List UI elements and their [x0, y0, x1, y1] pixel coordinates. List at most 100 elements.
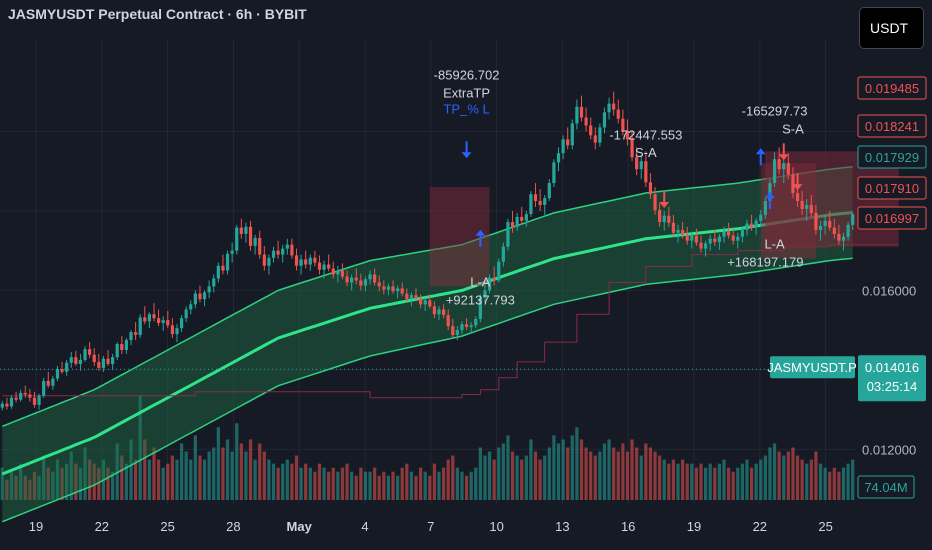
candle-body — [837, 233, 841, 241]
candle-body — [400, 288, 404, 294]
candle-body — [423, 300, 427, 305]
volume-bar — [166, 463, 170, 500]
candle-body — [23, 392, 27, 395]
volume-bar — [409, 471, 414, 500]
volume-bar — [350, 471, 354, 500]
candle-body — [662, 215, 666, 223]
arrow-head — [659, 201, 670, 208]
x-tick-label: 25 — [160, 519, 174, 534]
volume-bar — [51, 471, 55, 500]
candle-body — [745, 223, 749, 230]
volume-bar — [175, 459, 179, 500]
volume-bar — [703, 467, 708, 500]
mid-band-line — [1, 211, 853, 476]
volume-bar — [768, 447, 772, 500]
volume-bar — [345, 463, 349, 500]
volume-bar — [520, 459, 524, 500]
volume-bar — [772, 443, 777, 500]
candle-body — [37, 395, 41, 405]
candle-body — [754, 220, 758, 228]
volume-bar — [46, 467, 50, 500]
candle-body — [676, 229, 680, 233]
signal-label: +92137.793 — [446, 292, 515, 307]
candle-body — [0, 403, 4, 408]
candle-body — [152, 314, 156, 319]
candle-body — [731, 235, 735, 241]
candle-body — [78, 359, 83, 364]
signal-label: +168197.179 — [727, 255, 803, 270]
price-level-box — [857, 114, 927, 138]
candle-body — [685, 234, 689, 241]
volume-bar — [598, 451, 602, 500]
volume-bar — [717, 463, 722, 500]
candle-body — [832, 227, 836, 234]
candle-body — [129, 332, 133, 341]
candle-body — [28, 394, 32, 398]
current-price-box — [858, 355, 926, 402]
volume-bar — [377, 475, 381, 500]
candle-body — [653, 194, 657, 211]
volume-bar — [556, 443, 561, 500]
volume-bar — [418, 467, 423, 500]
candle-body — [487, 277, 492, 291]
candle-body — [708, 238, 712, 244]
candle-body — [726, 231, 731, 236]
volume-bar — [368, 471, 372, 500]
volume-bar — [179, 443, 184, 500]
arrow-down-icon — [778, 143, 789, 161]
volume-bar — [267, 459, 271, 500]
volume-bar — [69, 451, 73, 500]
volume-badge: 74.04M — [857, 475, 915, 499]
volume-bar — [244, 451, 248, 500]
volume-bar — [823, 467, 827, 500]
volume-bar — [630, 439, 634, 500]
candle-body — [441, 309, 446, 316]
candle-body — [290, 244, 294, 256]
volume-bar — [391, 471, 395, 500]
currency-button[interactable]: USDT — [859, 7, 924, 49]
candle-body — [782, 163, 786, 170]
volume-bar — [322, 467, 326, 500]
symbol-price-tag: JASMYUSDT.P — [767, 356, 857, 379]
volume-bar — [386, 475, 391, 500]
candle-body — [368, 274, 372, 280]
candle-body — [267, 257, 271, 266]
volume-bar — [814, 451, 818, 500]
volume-bar — [575, 427, 579, 500]
x-tick-label: 22 — [753, 519, 767, 534]
volume-bar — [501, 443, 505, 500]
candle-body — [336, 270, 340, 275]
candle-body — [179, 318, 184, 329]
candle-body — [304, 259, 308, 265]
arrow-head — [475, 229, 486, 236]
x-tick-label: 28 — [226, 519, 240, 534]
volume-bar — [800, 459, 804, 500]
candle-body — [405, 293, 409, 300]
volume-bar — [74, 463, 78, 500]
candle-body — [244, 226, 248, 234]
volume-bar — [42, 455, 46, 500]
candle-body — [414, 295, 418, 299]
volume-bar — [570, 435, 574, 500]
candle-body — [32, 397, 37, 405]
volume-bar — [483, 455, 487, 500]
arrow-head — [461, 152, 472, 159]
candle-body — [386, 286, 391, 290]
candle-body — [644, 161, 648, 183]
symbol-tag-box — [770, 356, 855, 379]
volume-bar — [184, 451, 188, 500]
volume-bar — [161, 467, 165, 500]
candle-body — [184, 309, 188, 319]
candle-body — [345, 276, 349, 283]
volume-bar — [198, 455, 202, 500]
volume-bar — [225, 439, 230, 500]
candle-body — [106, 358, 110, 364]
price-level-label: 0.018241 — [865, 119, 919, 134]
signal-label: L-A — [764, 237, 785, 252]
volume-bar — [212, 447, 216, 500]
volume-bar — [524, 455, 528, 500]
volume-bar — [487, 451, 492, 500]
bands — [1, 166, 899, 523]
